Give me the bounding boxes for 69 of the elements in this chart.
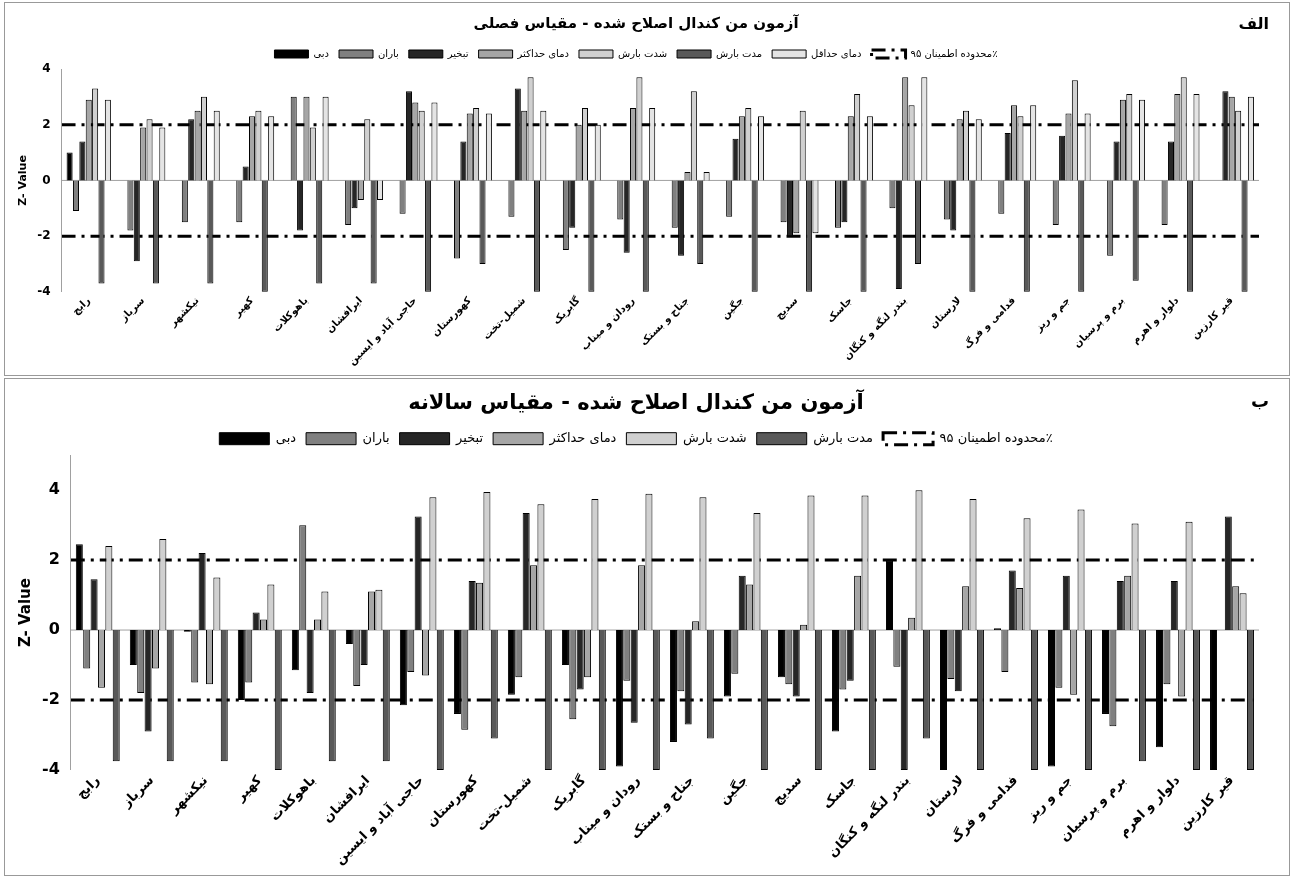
bar [777, 630, 785, 678]
x-tick-label: نیکشهر [166, 294, 202, 330]
x-tick-label: قیر کارزین [1188, 294, 1236, 342]
legend-label: مدت بارش [813, 430, 874, 447]
legend-label: دمای حداکثر [516, 47, 569, 59]
y-axis-title: Z- Value [16, 155, 30, 206]
y-tick-label: 0 [48, 619, 60, 639]
x-tick-label: سرباز [118, 772, 157, 811]
x-tick-label: سدیج [769, 772, 805, 808]
chart-title: آزمون من کندال اصلاح شده - مقیاس سالانه [408, 389, 865, 415]
x-tick-label: باهوکلات [270, 294, 311, 335]
y-tick-label: -4 [41, 759, 60, 779]
x-tick-label: لارستان [919, 772, 967, 820]
x-tick-label: جگین [715, 772, 751, 807]
x-tick-label: نیکشهر [165, 772, 211, 818]
y-tick-label: -2 [41, 689, 60, 709]
x-tick-label: سدیج [773, 294, 801, 322]
chart-title: آزمون من کندال اصلاح شده - مقیاس فصلی [473, 13, 800, 32]
y-tick-label: 2 [42, 116, 51, 131]
x-tick-label: جم و ریز [1022, 772, 1075, 825]
bar [66, 152, 73, 181]
x-tick-label: کهیر [230, 294, 257, 320]
bar [723, 630, 731, 697]
y-tick-label: -2 [37, 228, 51, 243]
y-tick-label: 4 [42, 61, 51, 76]
bar [345, 630, 353, 645]
x-tick-label: باهوکلات [267, 772, 319, 824]
x-tick-label: جاسک [819, 772, 859, 812]
legend-label: دمای حداقل [811, 47, 862, 59]
x-tick-label: کهورستان [429, 294, 474, 339]
legend-label: تبخیر [446, 47, 469, 59]
bar [291, 630, 299, 671]
x-tick-label: جم و ریز [1032, 294, 1073, 335]
x-tick-label: جناح و بستک [637, 294, 692, 349]
bar [129, 630, 137, 665]
legend-label: مدت بارش [716, 47, 763, 59]
legend-label: شدت بارش [682, 430, 747, 447]
x-tick-label: شمیل-تخت [480, 294, 528, 342]
x-tick-label: گابریک [546, 772, 589, 814]
bar [561, 630, 569, 665]
legend-label: دبی [313, 47, 330, 59]
bar [507, 630, 515, 695]
legend-label: محدوده اطمینان ۹۵٪ [939, 430, 1053, 447]
legend-label: باران [362, 430, 390, 447]
x-tick-label: جاسک [824, 294, 855, 325]
legend-label: دبی [275, 430, 297, 446]
y-tick-label: 2 [48, 549, 60, 569]
x-tick-label: دلوار و اهرم [1129, 294, 1182, 347]
y-tick-label: 0 [42, 172, 51, 187]
x-tick-label: برم و پرسیان [1071, 294, 1127, 351]
y-axis-title: Z- Value [15, 578, 34, 648]
text: الف [1238, 14, 1269, 34]
x-tick-label: جگین [718, 293, 746, 322]
y-tick-label: 4 [48, 479, 60, 499]
legend-label: باران [378, 47, 399, 59]
bar [1048, 630, 1056, 767]
legend-label: تبخیر [455, 430, 484, 447]
text: ب [1250, 389, 1269, 411]
legend-label: محدوده اطمینان ۹۵٪ [910, 47, 998, 60]
x-tick-label: رابج [69, 294, 93, 318]
x-tick-label: کهیر [232, 772, 265, 805]
x-tick-label: سرباز [117, 294, 148, 325]
y-tick-label: -4 [37, 283, 51, 298]
x-tick-label: ایرافشان [319, 772, 373, 826]
x-tick-label: ایرافشان [323, 294, 365, 336]
legend-label: شدت بارش [617, 47, 668, 59]
x-tick-label: رابج [73, 772, 103, 802]
legend-label: دمای حداکثر [548, 430, 617, 447]
bar [1102, 630, 1110, 714]
